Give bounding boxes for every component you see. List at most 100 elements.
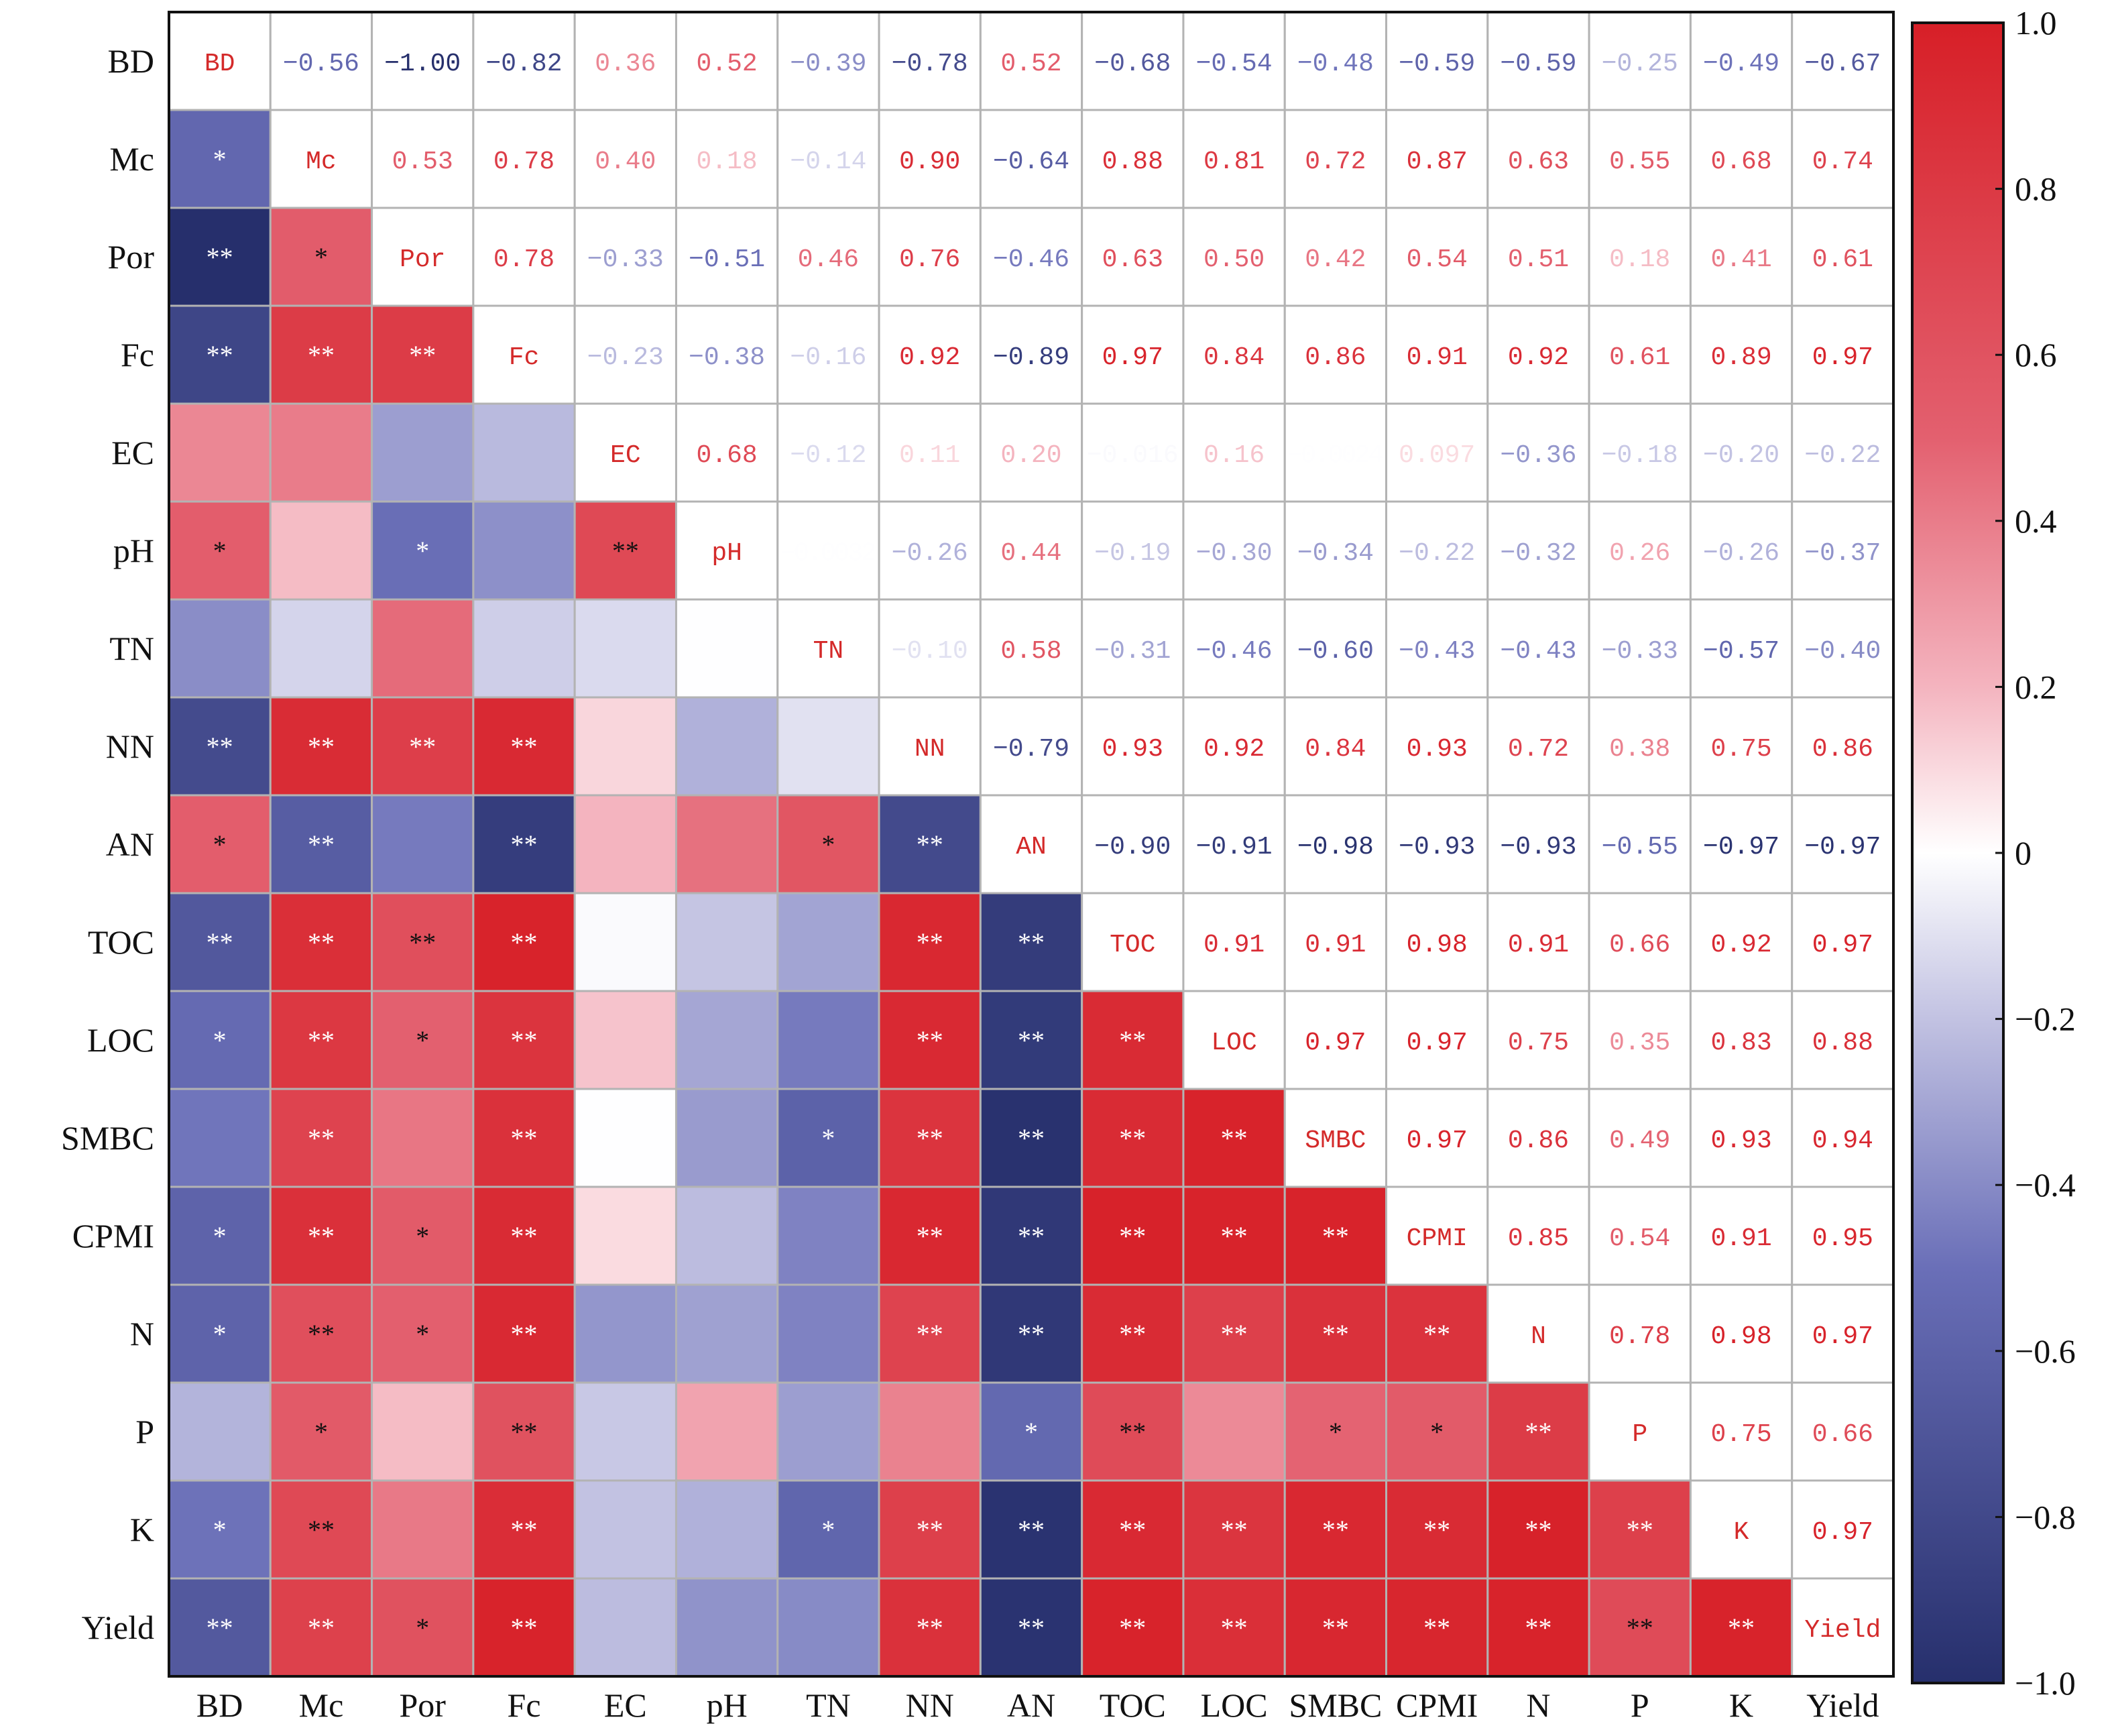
heatmap-cell xyxy=(979,696,1083,797)
heatmap-cell xyxy=(1791,598,1895,699)
heatmap-cell xyxy=(371,1283,475,1384)
significance-marker: ** xyxy=(1525,1613,1551,1643)
significance-marker: ** xyxy=(511,829,538,860)
correlation-value: −0.51 xyxy=(689,245,765,274)
heatmap-cell xyxy=(979,207,1083,307)
heatmap-cell xyxy=(472,1381,576,1482)
heatmap-cell xyxy=(1182,1479,1286,1580)
correlation-value: 0.88 xyxy=(1102,148,1163,176)
heatmap-cell xyxy=(674,1088,779,1188)
heatmap-cell xyxy=(269,1577,373,1678)
correlation-value: 0.51 xyxy=(1508,245,1569,274)
correlation-value: −0.93 xyxy=(1399,833,1475,862)
heatmap-cell xyxy=(1689,794,1794,894)
heatmap-cell xyxy=(573,304,677,405)
correlation-value: 0.18 xyxy=(1609,245,1670,274)
heatmap-cell xyxy=(573,696,677,797)
heatmap-cell xyxy=(878,1479,982,1580)
x-axis-labels: BD Mc Por Fc EC pH TN NN AN TOC LOC SMBC CPMI N P K Yiel… xyxy=(196,1686,1879,1724)
heatmap-cell xyxy=(269,11,373,111)
significance-marker: ** xyxy=(511,1123,538,1153)
correlation-value: −0.23 xyxy=(587,343,664,372)
correlation-value: −0.54 xyxy=(1196,50,1273,78)
correlation-value: 0.49 xyxy=(1609,1126,1670,1155)
colorbar-tick-label: 0.8 xyxy=(2015,170,2057,208)
diagonal-label: N xyxy=(1531,1322,1546,1351)
x-tick-label: Yield xyxy=(1806,1686,1879,1724)
heatmap-cell xyxy=(1081,794,1185,894)
significance-marker: * xyxy=(213,1025,227,1055)
heatmap-cell xyxy=(1283,402,1388,503)
significance-marker: ** xyxy=(917,1319,943,1349)
significance-marker: ** xyxy=(511,1613,538,1643)
heatmap-cell xyxy=(1689,207,1794,307)
diagonal-label: LOC xyxy=(1211,1029,1256,1057)
correlation-value: 0.20 xyxy=(1000,441,1061,470)
heatmap-cell xyxy=(1385,598,1489,699)
x-tick-label: Fc xyxy=(508,1686,541,1724)
heatmap-cell xyxy=(1689,500,1794,601)
significance-marker: ** xyxy=(1018,927,1045,958)
heatmap-cell xyxy=(371,304,475,405)
correlation-value: 0.89 xyxy=(1710,343,1771,372)
correlation-value: −0.16 xyxy=(790,343,866,372)
heatmap-cell xyxy=(878,1185,982,1286)
significance-marker: * xyxy=(416,1025,429,1055)
correlation-value: −0.46 xyxy=(1196,637,1273,666)
heatmap-cell xyxy=(1486,892,1590,992)
heatmap-cell xyxy=(371,1185,475,1286)
heatmap-cell xyxy=(878,1381,982,1482)
correlation-value: 0.66 xyxy=(1812,1420,1873,1449)
heatmap-cell xyxy=(168,500,272,601)
correlation-value: 0.86 xyxy=(1812,735,1873,764)
heatmap-cell xyxy=(1689,990,1794,1090)
heatmap-cell xyxy=(1588,990,1692,1090)
heatmap-cell xyxy=(168,598,272,699)
colorbar-tick-label: −0.2 xyxy=(2015,1000,2076,1038)
heatmap-cell xyxy=(1791,304,1895,405)
significance-marker: ** xyxy=(1322,1613,1349,1643)
heatmap-cell xyxy=(1791,794,1895,894)
diagonal-label: Fc xyxy=(509,343,540,372)
heatmap-cell xyxy=(1081,598,1185,699)
correlation-value: −0.82 xyxy=(486,50,563,78)
correlation-value: 0.92 xyxy=(1710,931,1771,960)
significance-marker: * xyxy=(213,144,227,174)
heatmap-cell xyxy=(1791,1381,1895,1482)
heatmap-cell xyxy=(878,500,982,601)
colorbar-tick-label: −0.6 xyxy=(2015,1332,2076,1370)
heatmap-cell xyxy=(573,109,677,209)
x-tick-label: P xyxy=(1631,1686,1649,1724)
heatmap-cell xyxy=(168,696,272,797)
correlation-value: 0.87 xyxy=(1407,148,1468,176)
significance-marker: ** xyxy=(1221,1123,1248,1153)
heatmap-cell xyxy=(776,598,880,699)
x-tick-label: LOC xyxy=(1201,1686,1268,1724)
correlation-value: −0.55 xyxy=(1602,833,1678,862)
heatmap-cell xyxy=(1081,402,1185,503)
significance-marker: * xyxy=(416,1613,429,1643)
correlation-value: −0.37 xyxy=(1804,539,1881,568)
heatmap-cell xyxy=(269,109,373,209)
significance-marker: ** xyxy=(917,1025,943,1055)
heatmap-cell xyxy=(371,1381,475,1482)
heatmap-cell xyxy=(1283,1283,1388,1384)
heatmap-cell xyxy=(1283,500,1388,601)
correlation-value: 0.18 xyxy=(697,148,758,176)
significance-marker: ** xyxy=(1322,1319,1349,1349)
heatmap-cell xyxy=(573,1185,677,1286)
heatmap-cell xyxy=(472,794,576,894)
significance-marker: * xyxy=(213,829,227,860)
significance-marker: * xyxy=(821,1123,835,1153)
heatmap-cell xyxy=(168,1185,272,1286)
significance-marker: ** xyxy=(409,340,436,370)
heatmap-cell xyxy=(1588,598,1692,699)
significance-marker: ** xyxy=(1423,1515,1450,1545)
significance-marker: ** xyxy=(1221,1319,1248,1349)
heatmap-cell xyxy=(776,1381,880,1482)
heatmap-cell xyxy=(979,794,1083,894)
y-tick-label: BD xyxy=(108,42,154,80)
heatmap-cell xyxy=(573,500,677,601)
significance-marker: ** xyxy=(308,1123,335,1153)
heatmap-cell xyxy=(674,109,779,209)
